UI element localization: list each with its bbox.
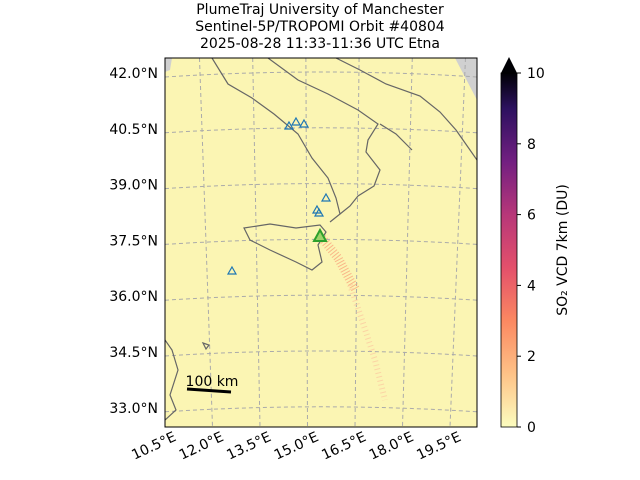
colorbar-extend bbox=[501, 57, 517, 73]
grid-line bbox=[165, 406, 477, 413]
latitude-labels: 42.0°N 40.5°N 39.0°N 37.5°N 36.0°N 34.5°N 33.0… bbox=[109, 66, 158, 417]
colorbar-tick-label: 4 bbox=[527, 278, 536, 294]
lat-label: 39.0°N bbox=[109, 178, 158, 194]
map-frame bbox=[164, 57, 478, 428]
colorbar bbox=[500, 72, 518, 428]
land-mask bbox=[165, 58, 172, 72]
title-line: Sentinel-5P/TROPOMI Orbit #40804 bbox=[195, 19, 445, 35]
colorbar-tick-label: 8 bbox=[527, 137, 536, 153]
lat-label: 40.5°N bbox=[109, 122, 158, 138]
map-background bbox=[165, 58, 477, 427]
title-line: PlumeTraj University of Manchester bbox=[196, 2, 444, 18]
lon-label: 18.0°E bbox=[367, 429, 416, 463]
colorbar-tick-label: 10 bbox=[527, 66, 545, 82]
volcano-markers bbox=[226, 116, 332, 275]
scale-bar-label: 100 km bbox=[186, 374, 239, 390]
longitude-labels: 10.5°E12.0°E13.5°E15.0°E16.5°E18.0°E19.5… bbox=[129, 429, 463, 463]
map: 100 km bbox=[165, 58, 477, 427]
grid-line bbox=[402, 58, 413, 427]
lon-label: 16.5°E bbox=[319, 429, 368, 463]
lon-label: 12.0°E bbox=[177, 429, 226, 463]
grid-line bbox=[354, 58, 360, 427]
grid-line bbox=[165, 127, 477, 134]
colorbar-tick-label: 6 bbox=[527, 208, 536, 224]
lat-label: 33.0°N bbox=[109, 401, 158, 417]
grid-line bbox=[165, 71, 477, 78]
grid-line bbox=[165, 294, 477, 301]
grid-line bbox=[165, 350, 477, 357]
coastlines bbox=[165, 58, 477, 421]
lat-label: 42.0°N bbox=[109, 66, 158, 82]
colorbar-ticks: 0 2 4 6 8 10 bbox=[517, 66, 545, 436]
scale-bar: 100 km bbox=[186, 374, 239, 394]
lon-label: 19.5°E bbox=[414, 429, 463, 463]
colorbar-tick-label: 2 bbox=[527, 349, 536, 365]
lat-label: 37.5°N bbox=[109, 233, 158, 249]
lon-label: 13.5°E bbox=[224, 429, 273, 463]
lon-label: 10.5°E bbox=[129, 429, 178, 463]
title-line: 2025-08-28 11:33-11:36 UTC Etna bbox=[200, 36, 440, 52]
plume bbox=[318, 235, 388, 401]
colorbar-label: SO₂ VCD 7km (DU) bbox=[555, 184, 571, 316]
lat-label: 36.0°N bbox=[109, 289, 158, 305]
colorbar-tick-label: 0 bbox=[527, 420, 536, 436]
grid-line bbox=[449, 58, 466, 427]
lon-label: 15.0°E bbox=[272, 429, 321, 463]
grid-line bbox=[165, 183, 477, 190]
grid-line bbox=[305, 58, 308, 427]
land-mask bbox=[455, 58, 477, 100]
lat-label: 34.5°N bbox=[109, 345, 158, 361]
grid-line bbox=[198, 58, 213, 427]
